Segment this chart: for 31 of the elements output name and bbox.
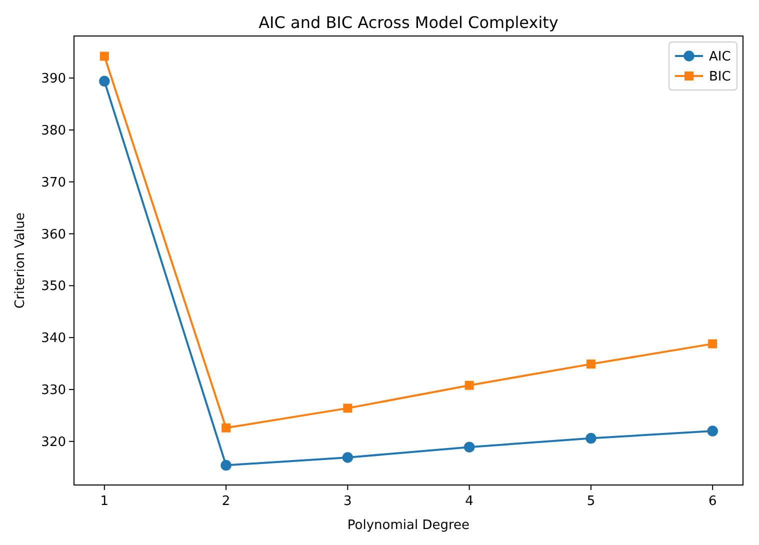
point	[464, 380, 474, 390]
y-tick-label: 350	[41, 279, 66, 294]
x-tick-label: 3	[344, 494, 352, 509]
x-tick-label: 4	[465, 494, 474, 509]
y-tick-label: 360	[41, 227, 66, 242]
x-tick-label: 6	[708, 494, 717, 509]
y-tick-label: 370	[41, 175, 66, 190]
point	[586, 432, 596, 444]
point	[464, 442, 475, 452]
y-tick-label: 330	[41, 383, 66, 398]
y-tick-label: 340	[41, 331, 66, 346]
point	[707, 426, 718, 436]
y-axis-title: Criterion Value	[13, 212, 28, 309]
x-tick-label: 2	[222, 494, 230, 509]
point	[220, 460, 232, 471]
y-tick-label: 320	[41, 434, 66, 450]
point	[99, 76, 110, 87]
x-axis-title: Polynomial Degree	[347, 518, 470, 533]
point	[342, 452, 354, 463]
x-tick-label: 5	[586, 494, 596, 509]
point	[343, 404, 352, 413]
legend-label: BIC	[709, 70, 731, 85]
y-tick-label: 380	[41, 124, 66, 139]
point	[222, 423, 231, 432]
point	[100, 52, 109, 61]
legend-label: AIC	[709, 50, 731, 65]
y-tick-label: 390	[41, 72, 66, 87]
chart-title: AIC and BIC Across Model Complexity	[258, 13, 558, 32]
point	[586, 360, 596, 369]
x-tick-label: 1	[100, 494, 109, 509]
point	[708, 339, 718, 348]
